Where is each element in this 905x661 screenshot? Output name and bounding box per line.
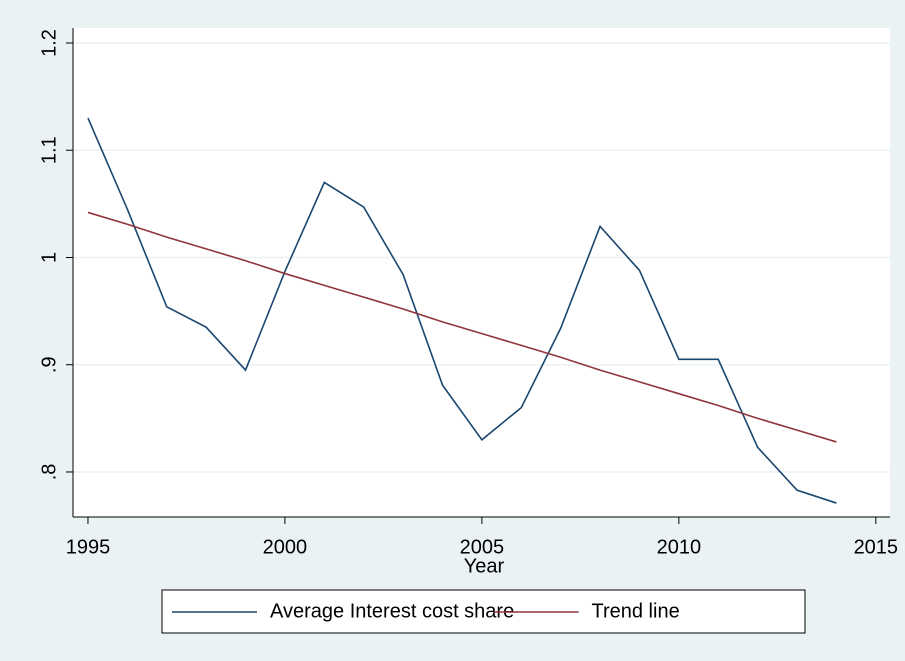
- x-axis-title: Year: [464, 555, 505, 577]
- y-tick-label: 1: [38, 252, 60, 263]
- legend-label: Trend line: [592, 600, 680, 622]
- x-tick-label: 2015: [854, 536, 899, 558]
- y-tick-label: .8: [38, 464, 60, 481]
- y-tick-label: .9: [38, 356, 60, 373]
- series-line: [87, 117, 837, 504]
- y-tick-label: 1.2: [38, 29, 60, 57]
- x-tick-label: 2005: [460, 536, 505, 558]
- x-tick-label: 2000: [263, 536, 308, 558]
- plot-area: [73, 28, 890, 517]
- y-tick-label: 1.1: [38, 136, 60, 164]
- x-tick-label: 2010: [657, 536, 702, 558]
- legend-label: Average Interest cost share: [270, 600, 514, 622]
- x-tick-label: 1995: [66, 536, 111, 558]
- legend-box: [161, 589, 806, 634]
- series-line: [87, 211, 837, 443]
